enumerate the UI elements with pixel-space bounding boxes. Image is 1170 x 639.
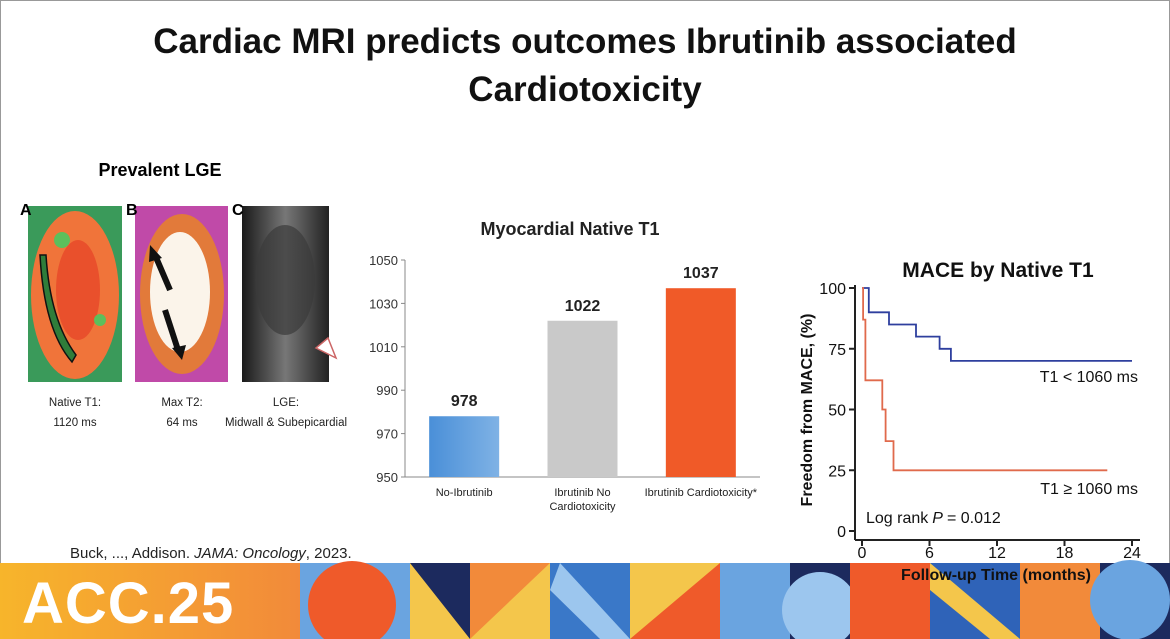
- y-tick-label: 100: [819, 281, 846, 298]
- x-tick-label: 18: [1056, 545, 1074, 562]
- panel-caption: Midwall & Subepicardial: [225, 417, 347, 429]
- citation: Buck, ..., Addison. JAMA: Oncology, 2023.: [70, 545, 352, 562]
- series-label: T1 ≥ 1060 ms: [1040, 481, 1138, 498]
- y-tick-label: 1050: [369, 253, 398, 268]
- km-curve: [862, 287, 1108, 472]
- annotation-part: P: [932, 510, 943, 527]
- x-tick-label: 24: [1123, 545, 1141, 562]
- panel-caption: Native T1:: [49, 397, 101, 409]
- annotation: Log rank P = 0.012: [866, 510, 1001, 527]
- y-tick-label: 0: [837, 524, 846, 541]
- banner: [0, 560, 1170, 639]
- y-axis-label: Freedom from MACE, (%): [799, 314, 816, 507]
- chart-title: MACE by Native T1: [902, 259, 1094, 282]
- panel-letter: A: [20, 202, 32, 219]
- y-tick-label: 75: [828, 342, 846, 359]
- annotation-part: = 0.012: [947, 510, 1001, 527]
- x-tick-label: 6: [925, 545, 934, 562]
- value-label: 978: [451, 393, 478, 410]
- chart-title: Myocardial Native T1: [480, 219, 659, 239]
- mri-panel-c: [242, 206, 338, 382]
- series-label: T1 < 1060 ms: [1040, 369, 1138, 386]
- panel-heading: Prevalent LGE: [98, 160, 221, 180]
- y-tick-label: 1010: [369, 340, 398, 355]
- x-tick-label: 0: [858, 545, 867, 562]
- x-tick-label: No-Ibrutinib: [435, 487, 493, 499]
- bar: [429, 416, 500, 477]
- y-tick-label: 950: [376, 470, 398, 485]
- annotation-part: Log rank: [866, 510, 929, 527]
- citation-journal: JAMA: Oncology: [194, 545, 306, 562]
- x-tick-label: Ibrutinib Cardiotoxicity*: [644, 487, 758, 499]
- y-tick-label: 990: [376, 383, 398, 398]
- mri-panel-a: [28, 206, 122, 382]
- bar: [665, 288, 736, 477]
- x-axis-label: Follow-up Time (months): [901, 567, 1091, 584]
- panel-caption: 1120 ms: [53, 417, 97, 429]
- panel-caption: Max T2:: [161, 397, 202, 409]
- x-tick-label: 12: [988, 545, 1006, 562]
- panel-caption: 64 ms: [166, 417, 198, 429]
- y-tick-label: 1030: [369, 296, 398, 311]
- citation-year: , 2023.: [305, 545, 352, 562]
- panel-caption: LGE:: [273, 397, 299, 409]
- banner-logo: ACC.25: [22, 571, 235, 636]
- panel-letter: C: [232, 202, 244, 219]
- slide-title: Cardiac MRI predicts outcomes Ibrutinib …: [153, 22, 1017, 109]
- y-tick-label: 25: [828, 463, 846, 480]
- citation-authors: Buck, ..., Addison.: [70, 545, 191, 562]
- km-curve: [862, 287, 1132, 362]
- bar: [547, 320, 618, 477]
- panel-letter: B: [126, 202, 138, 219]
- value-label: 1037: [683, 265, 719, 282]
- value-label: 1022: [565, 298, 601, 315]
- y-tick-label: 970: [376, 427, 398, 442]
- mri-panel-b: [135, 206, 228, 382]
- y-tick-label: 50: [828, 403, 846, 420]
- x-tick-label: Ibrutinib No Cardiotoxicity: [549, 487, 616, 513]
